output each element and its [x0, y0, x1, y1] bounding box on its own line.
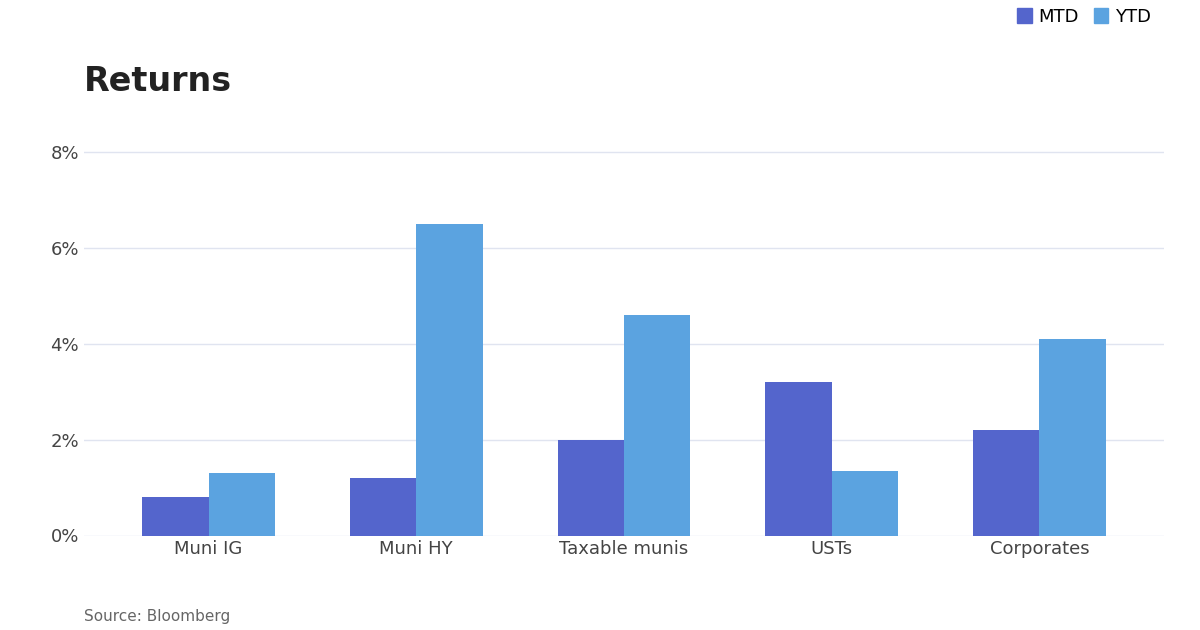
- Bar: [973, 430, 1039, 536]
- Bar: [416, 224, 482, 536]
- Bar: [624, 315, 690, 536]
- Legend: MTD, YTD: MTD, YTD: [1014, 4, 1154, 30]
- Bar: [766, 382, 832, 536]
- Bar: [209, 473, 275, 536]
- Bar: [350, 478, 416, 536]
- Bar: [832, 471, 898, 536]
- Bar: [142, 497, 209, 536]
- Bar: [1039, 339, 1106, 536]
- Bar: [558, 440, 624, 536]
- Text: Returns: Returns: [84, 65, 232, 98]
- Text: Source: Bloomberg: Source: Bloomberg: [84, 609, 230, 624]
